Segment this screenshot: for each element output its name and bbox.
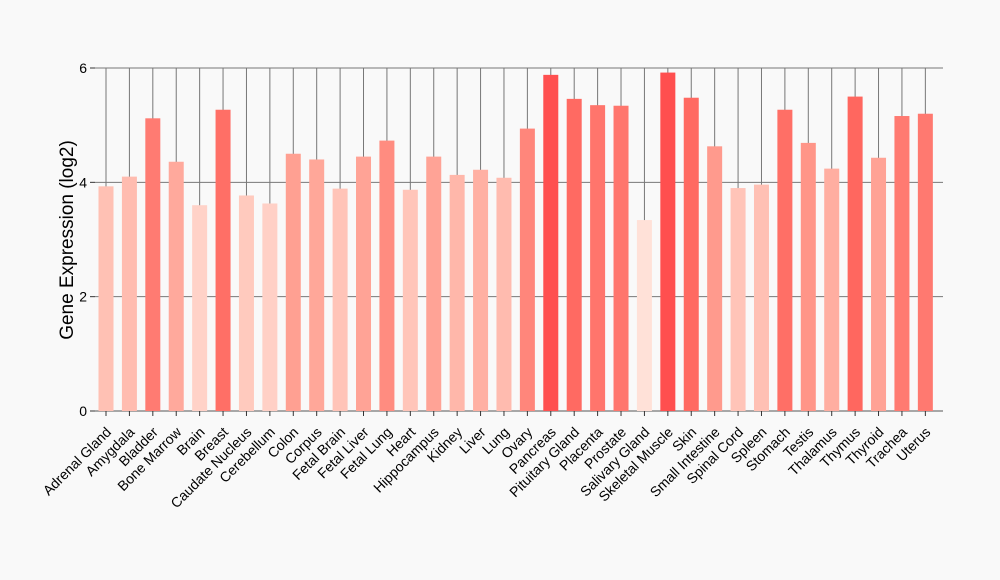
bar-fetal-brain[interactable] <box>332 188 348 411</box>
bar-bladder[interactable] <box>145 118 161 411</box>
bar-placenta[interactable] <box>590 105 606 412</box>
y-tick-label: 4 <box>79 174 87 190</box>
y-tick-label: 2 <box>79 289 87 305</box>
bar-thyroid[interactable] <box>871 157 887 411</box>
bar-brain[interactable] <box>192 205 208 411</box>
bar-amygdala[interactable] <box>121 176 137 411</box>
bar-uterus[interactable] <box>917 113 933 411</box>
bar-adrenal-gland[interactable] <box>98 186 114 411</box>
bar-kidney[interactable] <box>449 174 465 411</box>
bar-breast[interactable] <box>215 109 231 412</box>
bar-salivary-gland[interactable] <box>636 220 652 411</box>
bar-heart[interactable] <box>402 189 418 411</box>
y-tick-label: 6 <box>79 60 87 76</box>
bar-bone-marrow[interactable] <box>168 161 184 411</box>
bar-thalamus[interactable] <box>824 168 840 411</box>
y-tick-label: 0 <box>79 403 87 419</box>
bar-pituitary-gland[interactable] <box>566 98 582 412</box>
bar-spleen[interactable] <box>753 184 769 411</box>
bar-skin[interactable] <box>683 97 699 411</box>
bar-caudate-nucleus[interactable] <box>238 195 254 411</box>
bar-ovary[interactable] <box>519 128 535 411</box>
bar-fetal-lung[interactable] <box>379 140 395 411</box>
bar-colon[interactable] <box>285 153 301 411</box>
bar-lung[interactable] <box>496 177 512 411</box>
y-axis-title: Gene Expression (log2) <box>57 140 78 340</box>
bar-fetal-liver[interactable] <box>356 156 372 411</box>
bar-spinal-cord[interactable] <box>730 188 746 411</box>
bar-hippocampus[interactable] <box>426 156 442 411</box>
bar-pancreas[interactable] <box>543 74 559 412</box>
bar-thymus[interactable] <box>847 96 863 411</box>
bar-testis[interactable] <box>800 142 816 411</box>
bar-layer <box>98 72 933 412</box>
bar-prostate[interactable] <box>613 105 629 411</box>
bar-cerebellum[interactable] <box>262 203 278 411</box>
bar-trachea[interactable] <box>894 116 910 412</box>
bar-small-intestine[interactable] <box>707 146 723 411</box>
bar-corpus[interactable] <box>309 159 325 411</box>
bar-liver[interactable] <box>473 169 489 411</box>
bar-stomach[interactable] <box>777 109 793 412</box>
bar-skeletal-muscle[interactable] <box>660 72 676 411</box>
y-axis: 0 2 4 6 <box>79 60 95 419</box>
